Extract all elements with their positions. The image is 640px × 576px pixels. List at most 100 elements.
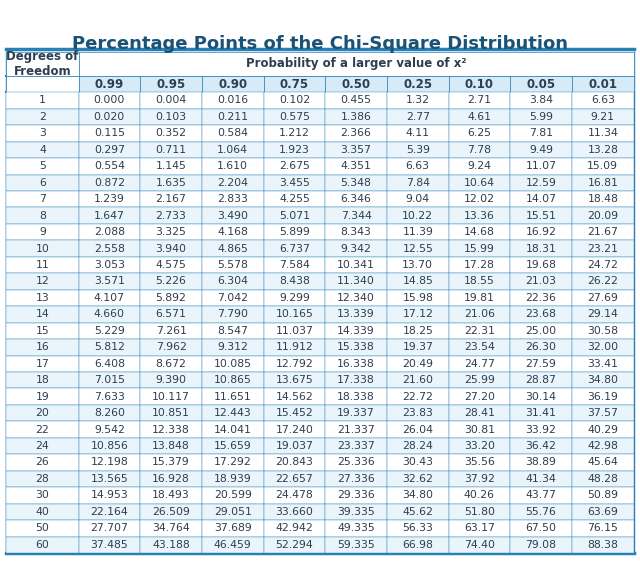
Text: 11.34: 11.34 [588,128,618,138]
Text: 7.81: 7.81 [529,128,553,138]
Text: 0.584: 0.584 [217,128,248,138]
Text: 2.733: 2.733 [156,211,186,221]
Text: 34.80: 34.80 [402,490,433,501]
Text: 3.325: 3.325 [156,227,186,237]
Text: 14.68: 14.68 [464,227,495,237]
Text: 14.041: 14.041 [214,425,252,434]
Text: 0.020: 0.020 [93,112,125,122]
Text: 3.455: 3.455 [279,178,310,188]
Text: 15.51: 15.51 [525,211,557,221]
Text: 10.22: 10.22 [402,211,433,221]
Text: 9.542: 9.542 [94,425,125,434]
Text: 5.812: 5.812 [94,342,125,353]
Text: 17.338: 17.338 [337,375,375,385]
Text: 18.939: 18.939 [214,474,252,484]
Text: 23.54: 23.54 [464,342,495,353]
Text: 48.28: 48.28 [588,474,618,484]
Text: 12.02: 12.02 [464,194,495,204]
Text: 88.38: 88.38 [588,540,618,550]
Text: 0.115: 0.115 [94,128,125,138]
Text: 18.338: 18.338 [337,392,375,401]
Text: 18.25: 18.25 [403,326,433,336]
Text: 0.05: 0.05 [527,78,556,90]
Text: 3.357: 3.357 [340,145,371,155]
Text: 29.14: 29.14 [588,309,618,319]
Text: 25.336: 25.336 [337,457,375,468]
Text: 11.912: 11.912 [275,342,313,353]
Text: 28.41: 28.41 [464,408,495,418]
Text: 9.312: 9.312 [217,342,248,353]
Text: 12.55: 12.55 [403,244,433,253]
Text: 42.98: 42.98 [588,441,618,451]
Text: 9.49: 9.49 [529,145,553,155]
Text: 7.015: 7.015 [94,375,125,385]
Text: 15: 15 [36,326,49,336]
Text: 4.11: 4.11 [406,128,429,138]
Text: 20.09: 20.09 [588,211,618,221]
Text: 43.77: 43.77 [525,490,557,501]
Text: 0.016: 0.016 [217,96,248,105]
Text: 60: 60 [36,540,49,550]
Text: 34.80: 34.80 [588,375,618,385]
Text: 39.335: 39.335 [337,507,375,517]
Text: 6.346: 6.346 [340,194,371,204]
Text: Probability of a larger value of x²: Probability of a larger value of x² [246,58,467,70]
Text: 4.865: 4.865 [217,244,248,253]
Text: 27.336: 27.336 [337,474,375,484]
Text: 51.80: 51.80 [464,507,495,517]
Text: 22.164: 22.164 [90,507,128,517]
Text: 12.443: 12.443 [214,408,252,418]
Text: 21.67: 21.67 [588,227,618,237]
Text: 9: 9 [39,227,46,237]
Text: 0.75: 0.75 [280,78,309,90]
Text: 11.07: 11.07 [525,161,557,171]
Text: 10: 10 [36,244,49,253]
Text: 34.764: 34.764 [152,523,190,533]
Text: 3.490: 3.490 [217,211,248,221]
Text: 27.707: 27.707 [90,523,128,533]
Text: 21.03: 21.03 [525,276,557,286]
Text: 8.547: 8.547 [217,326,248,336]
Text: 7.790: 7.790 [217,309,248,319]
Text: 26.30: 26.30 [525,342,557,353]
Text: 9.342: 9.342 [340,244,371,253]
Text: 0.872: 0.872 [94,178,125,188]
Text: 16: 16 [36,342,49,353]
Text: 7: 7 [39,194,46,204]
Text: 31.41: 31.41 [525,408,557,418]
Text: 2.366: 2.366 [340,128,371,138]
Text: 24.72: 24.72 [588,260,618,270]
Text: 26: 26 [36,457,49,468]
Text: 15.09: 15.09 [588,161,618,171]
Text: 22: 22 [36,425,49,434]
Text: 22.72: 22.72 [403,392,433,401]
Text: 10.865: 10.865 [214,375,252,385]
Text: 19.68: 19.68 [525,260,557,270]
Text: 22.36: 22.36 [525,293,557,303]
Text: 26.22: 26.22 [588,276,618,286]
Text: 5.578: 5.578 [217,260,248,270]
Text: 2.833: 2.833 [217,194,248,204]
Text: 74.40: 74.40 [464,540,495,550]
Text: 2.558: 2.558 [94,244,125,253]
Text: 14: 14 [36,309,49,319]
Text: 16.92: 16.92 [525,227,557,237]
Text: 33.660: 33.660 [275,507,314,517]
Text: 79.08: 79.08 [525,540,557,550]
Text: 32.62: 32.62 [403,474,433,484]
Text: 25.99: 25.99 [464,375,495,385]
Text: 30.58: 30.58 [588,326,618,336]
Text: 13.675: 13.675 [275,375,313,385]
Text: 20: 20 [36,408,49,418]
Text: 7.962: 7.962 [156,342,186,353]
Text: 5.071: 5.071 [279,211,310,221]
Text: 49.335: 49.335 [337,523,375,533]
Text: 21.60: 21.60 [402,375,433,385]
Text: 13.70: 13.70 [402,260,433,270]
Text: 28.87: 28.87 [525,375,557,385]
Text: 0.711: 0.711 [156,145,186,155]
Text: 11.340: 11.340 [337,276,375,286]
Text: 28.24: 28.24 [403,441,433,451]
Text: 1.32: 1.32 [406,96,429,105]
Text: 14.953: 14.953 [90,490,128,501]
